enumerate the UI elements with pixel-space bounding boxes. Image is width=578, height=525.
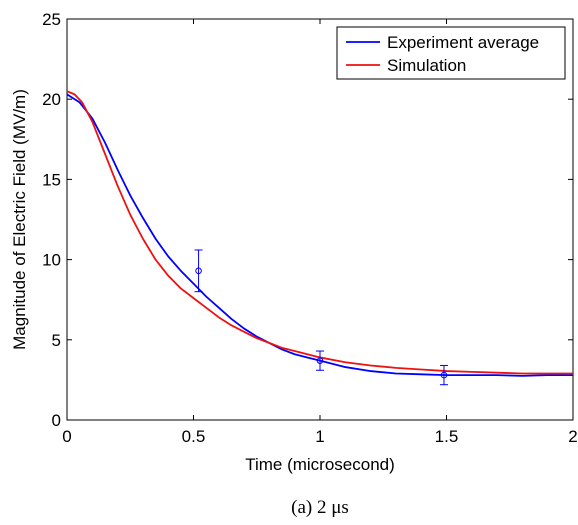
figure-caption: (a) 2 μs [291,497,349,518]
legend-label: Experiment average [387,33,539,52]
x-tick-label: 2 [568,427,577,446]
y-tick-label: 5 [52,331,61,350]
y-tick-label: 0 [52,411,61,430]
x-axis-label: Time (microsecond) [245,455,395,474]
y-axis-label: Magnitude of Electric Field (MV/m) [10,89,29,350]
y-tick-label: 10 [42,251,61,270]
error-bar-marker [316,357,324,364]
error-bar-marker [440,371,448,379]
y-tick-label: 15 [42,170,61,189]
x-tick-label: 1 [315,427,324,446]
x-tick-label: 1.5 [435,427,459,446]
series-line-simulation [66,90,573,375]
error-bar-layer [194,249,448,386]
series-line-experiment-average [66,93,573,377]
legend: Experiment average Simulation [336,26,566,80]
series-layer [66,90,573,377]
y-tick-label: 20 [42,90,61,109]
x-tick-label: 0 [62,427,71,446]
y-tick-label: 25 [42,10,61,29]
error-bar-marker [195,267,202,275]
x-tick-label: 0.5 [182,427,206,446]
legend-label: Simulation [387,56,466,75]
legend-box [336,26,566,80]
